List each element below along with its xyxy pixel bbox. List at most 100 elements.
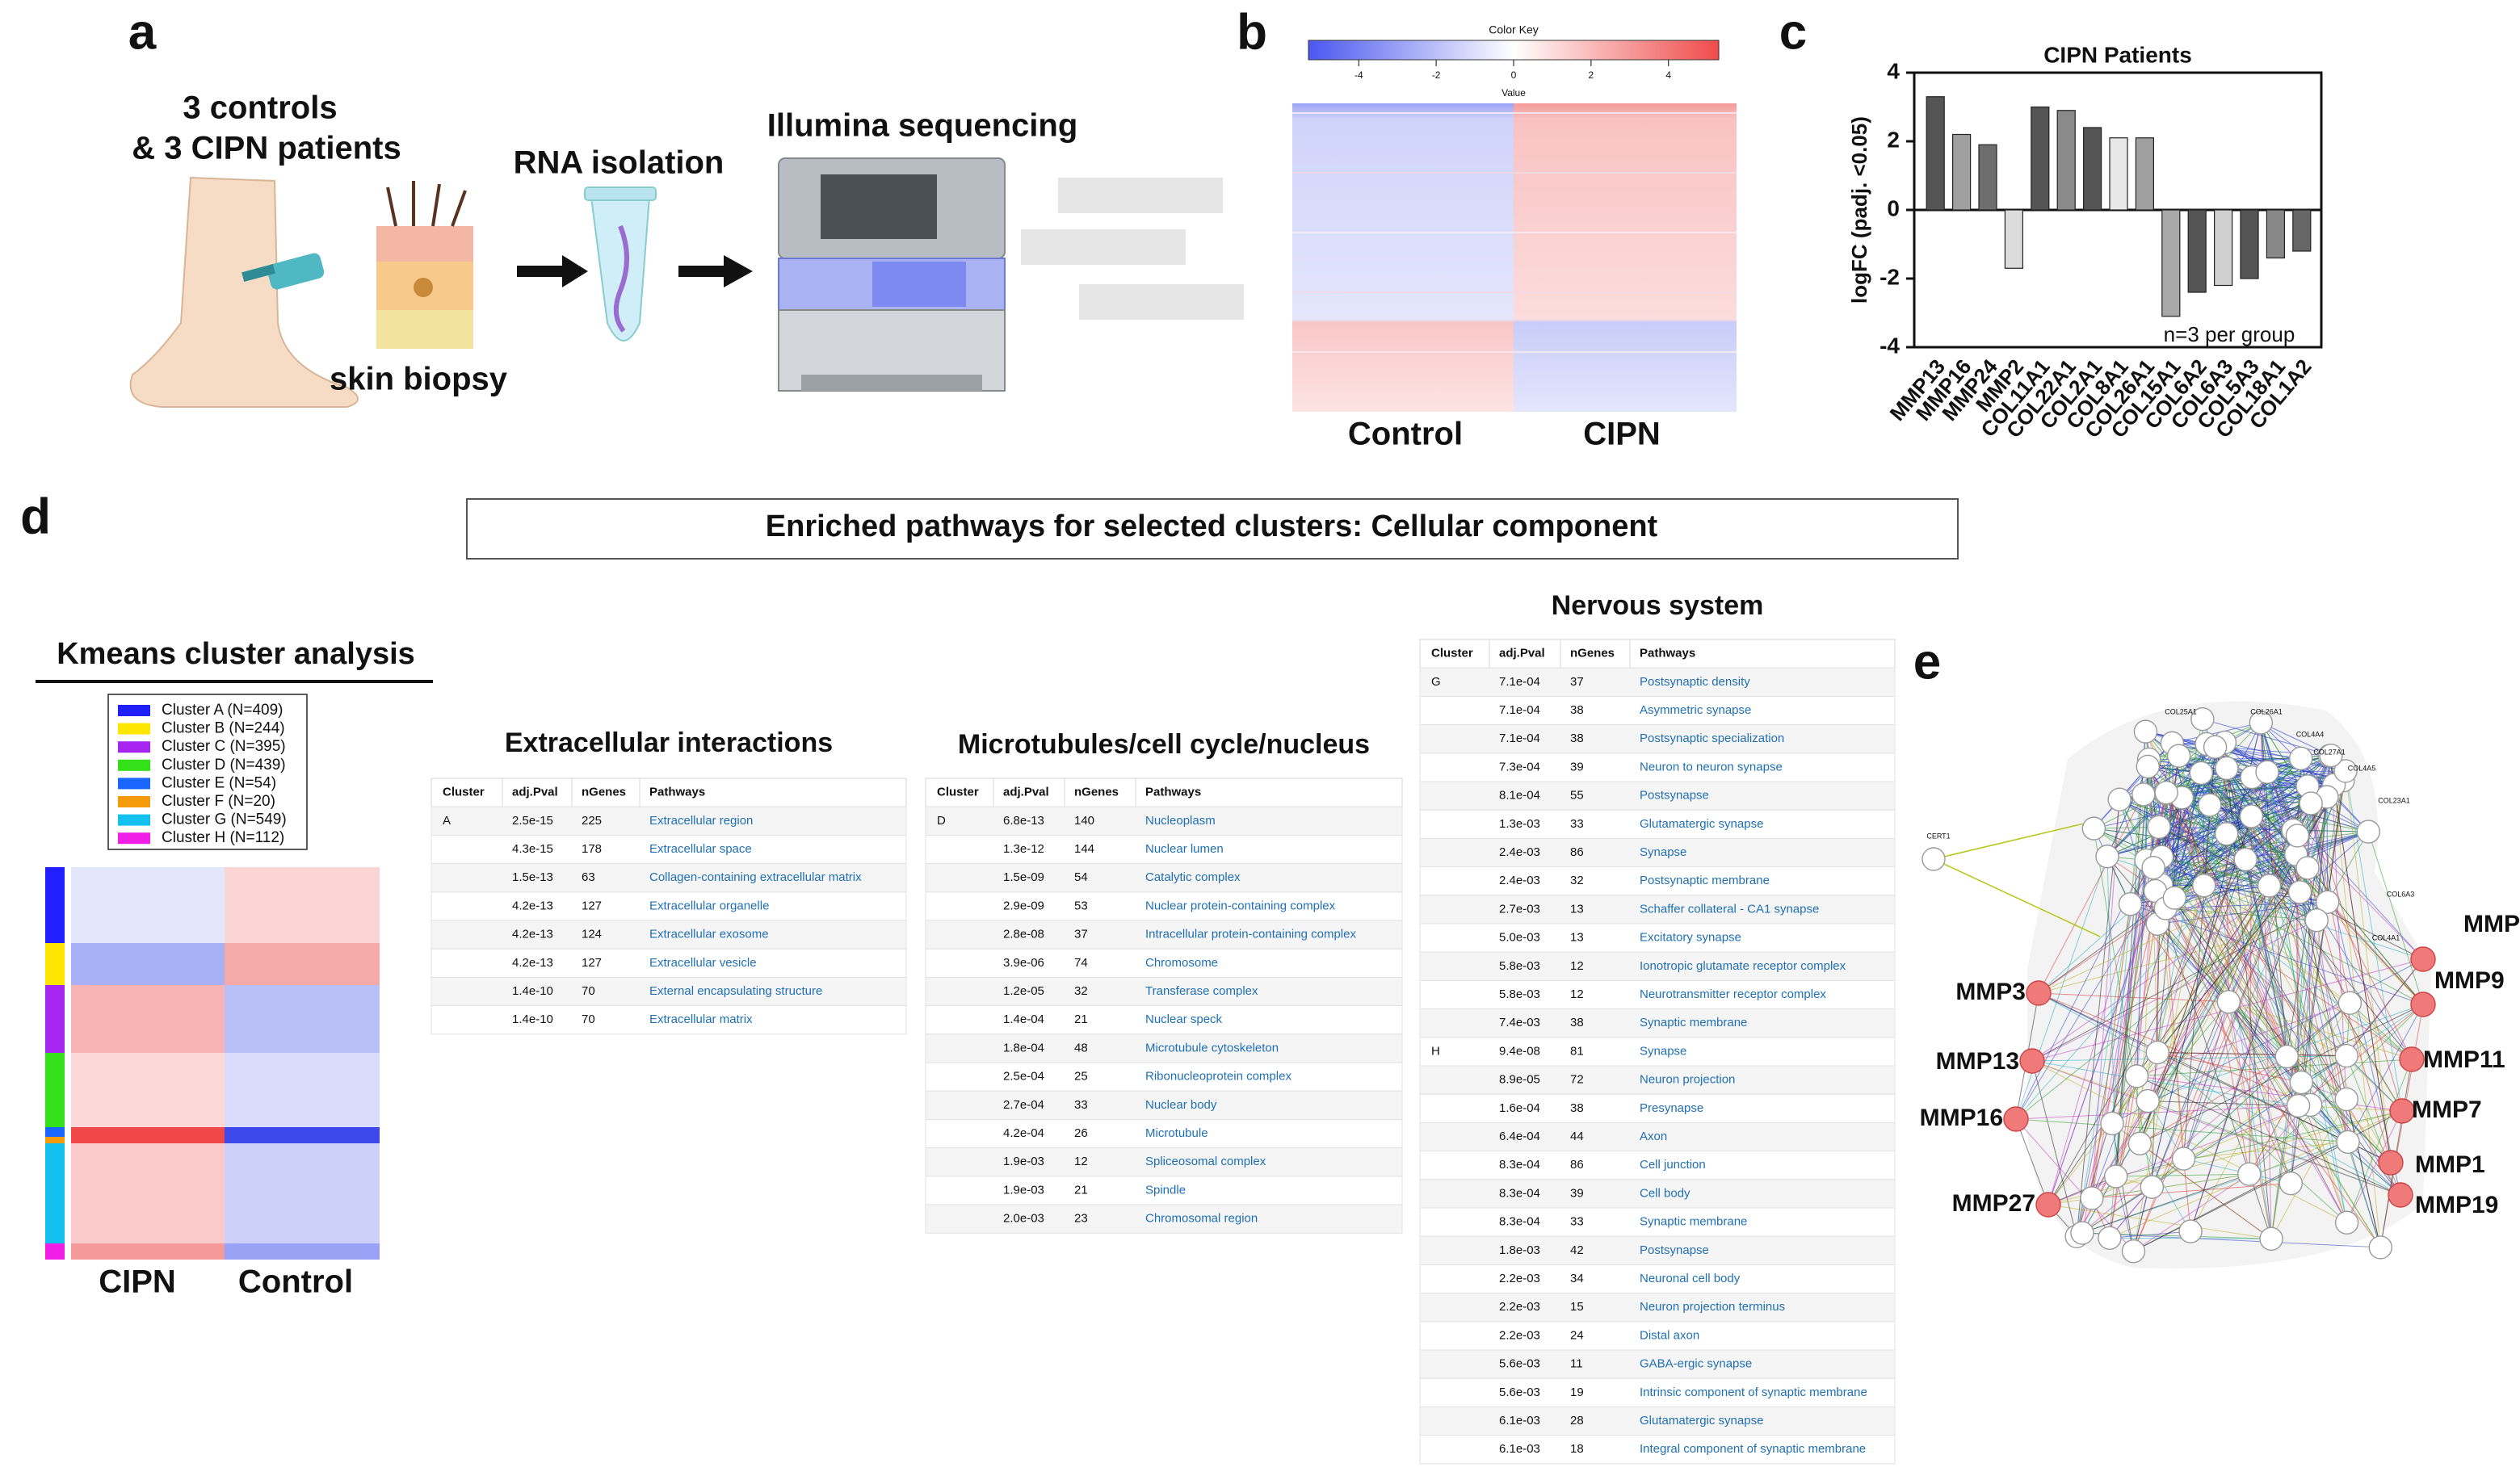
table-cell: Postsynaptic density — [1640, 675, 1750, 689]
sequencer-foot — [801, 375, 982, 391]
table-cell: 2.9e-09 — [1003, 899, 1044, 912]
table-cell: 1.6e-04 — [1499, 1101, 1540, 1115]
legend-swatch — [118, 832, 150, 845]
table-cell: Microtubule cytoskeleton — [1145, 1041, 1279, 1054]
edge — [2260, 722, 2272, 1239]
table-title: Nervous system — [1552, 590, 1764, 621]
key-tick-label: 0 — [1511, 69, 1517, 81]
table-row — [1419, 1349, 1896, 1379]
table-cell: Spliceosomal complex — [1145, 1155, 1266, 1168]
node — [2095, 845, 2119, 869]
edge — [2015, 891, 2300, 1120]
edge — [2203, 885, 2291, 1184]
edge — [2183, 1159, 2191, 1232]
table-cell: 18 — [1570, 1442, 1584, 1456]
table-cell: 1.2e-05 — [1003, 984, 1044, 998]
edge — [2174, 815, 2252, 899]
bar — [2109, 137, 2128, 211]
follicle — [414, 278, 433, 297]
cluster-strip — [45, 1143, 65, 1243]
cell — [71, 1143, 225, 1243]
panel-letter: a — [128, 4, 157, 60]
panel-letter: e — [1913, 634, 1941, 690]
table-cell: 3.9e-06 — [1003, 956, 1044, 970]
node-label: COL26A1 — [2250, 707, 2283, 715]
table-cell: 55 — [1570, 789, 1584, 803]
edge — [2140, 1142, 2272, 1239]
table-header: Cluster — [1431, 647, 1473, 660]
arrow-head — [562, 255, 588, 287]
node — [2124, 1064, 2149, 1088]
node — [2333, 759, 2358, 783]
cell — [71, 1127, 225, 1143]
label: & 3 CIPN patients — [132, 131, 401, 166]
table-row — [430, 806, 907, 836]
node — [2337, 991, 2362, 1015]
mmp-label: MMP19 — [2415, 1192, 2498, 1218]
table-cell: 72 — [1570, 1073, 1584, 1087]
edge — [1933, 858, 2101, 937]
table-cell: Synapse — [1640, 845, 1686, 859]
table-row — [1419, 951, 1896, 981]
edge — [2015, 1105, 2299, 1120]
edge — [2133, 1141, 2349, 1252]
edge — [2300, 891, 2381, 1248]
node — [2081, 816, 2106, 841]
panel-letter: b — [1237, 4, 1267, 60]
table-row — [1419, 1037, 1896, 1067]
edge — [2202, 719, 2332, 757]
edge — [2144, 732, 2185, 1159]
node — [2132, 782, 2156, 807]
box-title: Enriched pathways for selected clusters:… — [766, 509, 1658, 543]
mmp-label: MMP16 — [1920, 1105, 2003, 1131]
edge — [2130, 904, 2424, 1005]
table-cell: 21 — [1074, 1013, 1088, 1026]
table-cell: 48 — [1074, 1041, 1088, 1054]
table-cell: 24 — [1570, 1328, 1584, 1342]
table-row — [925, 806, 1403, 836]
table-cell: 81 — [1570, 1044, 1584, 1058]
edge — [2266, 772, 2348, 1223]
table-cell: Neuron projection terminus — [1640, 1300, 1785, 1314]
edge — [2329, 756, 2392, 1163]
table-row — [1419, 1151, 1896, 1180]
cluster-strip — [45, 1137, 65, 1143]
table-row — [1419, 1377, 1896, 1407]
table-cell: 8.3e-04 — [1499, 1158, 1540, 1172]
node-label: CERT1 — [1926, 832, 1950, 840]
biopsy-tip — [242, 264, 275, 282]
y-tick-label: -4 — [1880, 333, 1900, 358]
edge — [2015, 856, 2108, 1120]
table-row — [925, 948, 1403, 978]
bar — [2161, 209, 2181, 317]
edge — [1933, 823, 2085, 860]
edge — [2224, 742, 2229, 1002]
node — [2136, 754, 2161, 779]
edge — [2081, 1173, 2249, 1234]
cluster-strip — [45, 1127, 65, 1137]
table-cell: 26 — [1074, 1126, 1088, 1140]
mmp-label: MMP13 — [1936, 1048, 2019, 1075]
table-cell: Postsynaptic specialization — [1640, 732, 1784, 745]
edge — [2347, 1142, 2381, 1248]
table-cell: Synaptic membrane — [1640, 1016, 1747, 1029]
mmp-node — [2410, 992, 2436, 1017]
table-cell: Extracellular organelle — [649, 899, 769, 912]
sequencer-light — [872, 262, 966, 307]
annotation: n=3 per group — [2164, 322, 2295, 346]
edge — [2133, 722, 2262, 1252]
table-row — [925, 834, 1403, 865]
cell — [225, 867, 380, 943]
bar — [2135, 137, 2154, 211]
bar — [2031, 106, 2050, 211]
table-row — [1419, 667, 1896, 697]
table-cell: 1.4e-04 — [1003, 1013, 1044, 1026]
edge — [2106, 792, 2167, 857]
legend-swatch — [118, 796, 150, 807]
table-cell: Nuclear body — [1145, 1098, 1217, 1112]
edge — [2076, 897, 2175, 1237]
bar — [2083, 127, 2102, 211]
table-cell: Neuronal cell body — [1640, 1272, 1741, 1285]
edge — [2139, 1143, 2191, 1232]
